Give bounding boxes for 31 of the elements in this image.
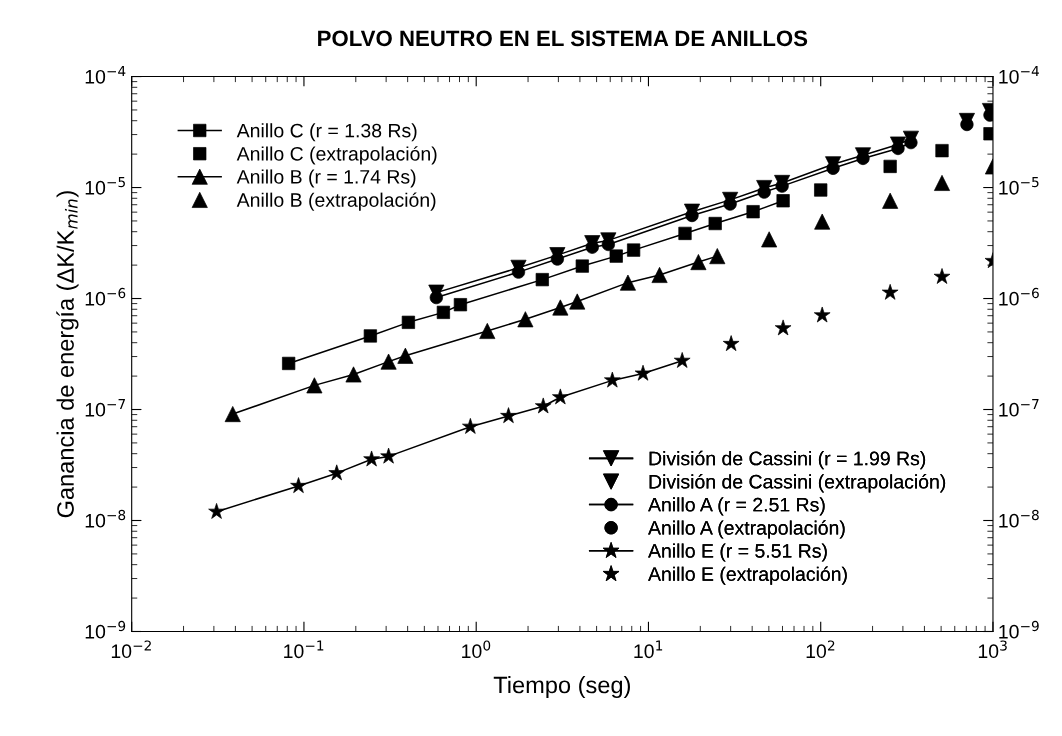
y-tick-label: 10$^{−7}$ [85, 399, 125, 417]
x-tick-label: 10$^{−2}$ [111, 640, 151, 659]
y-tick-label: 10$^{−5}$ [85, 177, 125, 195]
legend-label: Anillo A (extrapolación) [648, 520, 845, 539]
y-tick-label: 10$^{−6}$ [85, 287, 126, 306]
legend-label: Anillo E (extrapolación) [648, 566, 847, 585]
legend-label: Anillo C (extrapolación) [236, 146, 437, 165]
y-tick-label: 10$^{−4}$ [85, 66, 126, 84]
legend-label: Anillo C (r = 1.38 Rs) [236, 123, 417, 142]
legend-label: Anillo E (r = 5.51 Rs) [648, 543, 827, 562]
legend-label: Anillo A (r = 2.51 Rs) [648, 497, 825, 516]
legend-label: Anillo B (r = 1.74 Rs) [236, 169, 416, 188]
legend-label: Anillo B (extrapolación) [236, 192, 436, 211]
x-tick-label: 10$^{2}$ [806, 640, 835, 659]
text: 10$^{−7}$ [999, 399, 1039, 417]
text: 10$^{−4}$ [999, 66, 1039, 84]
y-tick-label: 10$^{−8}$ [85, 509, 126, 528]
y-tick-label: 10$^{−9}$ [85, 620, 126, 639]
x-tick-label: 10$^{1}$ [634, 640, 663, 659]
x-tick-label: 10$^{−1}$ [284, 640, 324, 659]
x-tick-label: 10$^{3}$ [978, 640, 1007, 659]
y-axis-title: Ganancia de energía (ΔK/K$_{min}$) [56, 191, 79, 518]
legend-label: División de Cassini (r = 1.99 Rs) [649, 450, 926, 470]
text: 10$^{−8}$ [999, 509, 1039, 528]
text: 10$^{−6}$ [999, 287, 1039, 306]
legend-label: División de Cassini (extrapolación) [649, 474, 946, 493]
chart-title: POLVO NEUTRO EN EL SISTEMA DE ANILLOS [318, 30, 808, 47]
x-axis-title: Tiempo (seg) [493, 676, 630, 699]
text: 10$^{−5}$ [999, 177, 1039, 195]
x-tick-label: 10$^{0}$ [462, 640, 491, 659]
text: 10$^{−9}$ [999, 620, 1039, 639]
